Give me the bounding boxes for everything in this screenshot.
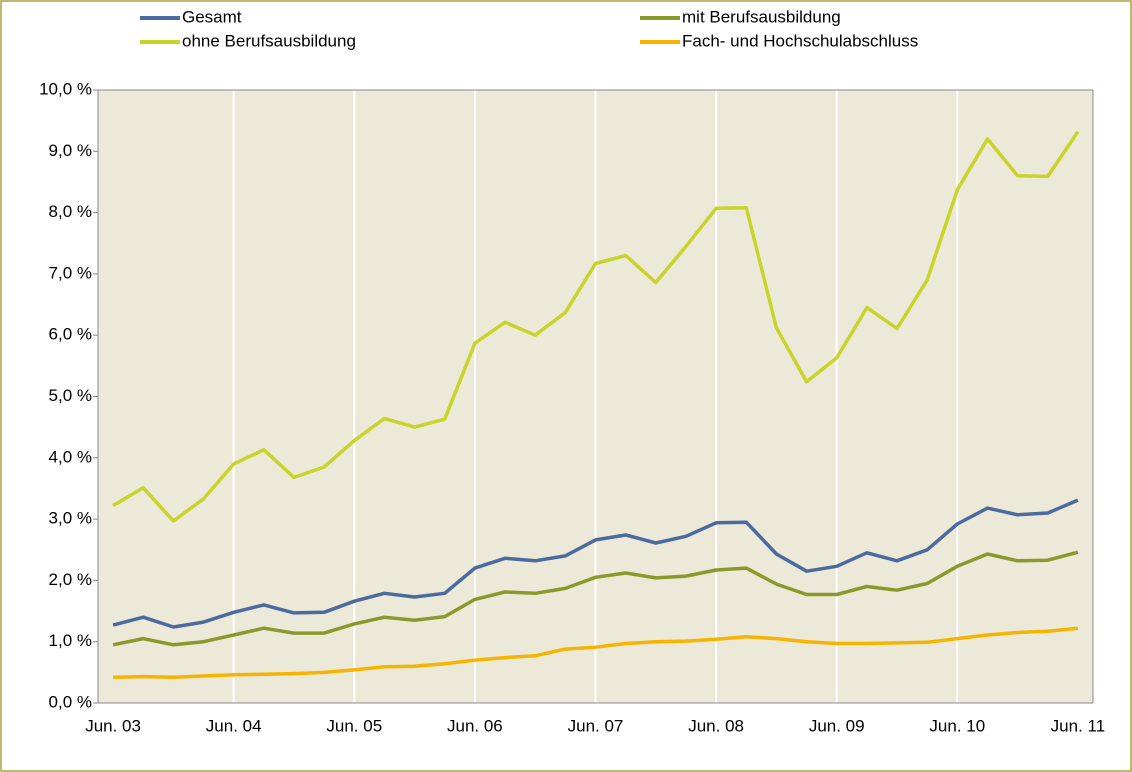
x-tick-label: Jun. 07	[568, 716, 624, 735]
x-tick-label: Jun. 03	[85, 716, 141, 735]
y-tick-label: 1,0 %	[49, 631, 92, 650]
series-line	[112, 550, 1079, 647]
y-tick-label: 2,0 %	[49, 570, 92, 589]
y-tick-label: 8,0 %	[49, 202, 92, 221]
y-tick-label: 7,0 %	[49, 263, 92, 282]
y-tick-label: 0,0 %	[49, 692, 92, 711]
legend-label: Fach- und Hochschulabschluss	[682, 31, 918, 50]
series-line	[113, 626, 1079, 680]
legend-label: ohne Berufsausbildung	[182, 31, 356, 50]
y-tick-label: 4,0 %	[49, 447, 92, 466]
y-tick-label: 5,0 %	[49, 386, 92, 405]
series-line	[112, 498, 1079, 629]
x-tick-label: Jun. 09	[809, 716, 865, 735]
x-tick-label: Jun. 05	[326, 716, 382, 735]
y-tick-label: 6,0 %	[49, 325, 92, 344]
x-tick-label: Jun. 04	[206, 716, 262, 735]
y-tick-label: 3,0 %	[49, 509, 92, 528]
series-line	[112, 130, 1080, 523]
legend-label: mit Berufsausbildung	[682, 7, 841, 26]
x-tick-label: Jun. 06	[447, 716, 503, 735]
y-tick-label: 9,0 %	[49, 141, 92, 160]
y-tick-label: 10,0 %	[39, 79, 92, 98]
x-tick-label: Jun. 10	[929, 716, 985, 735]
x-tick-label: Jun. 08	[688, 716, 744, 735]
lines	[112, 130, 1080, 680]
x-tick-label: Jun. 11	[1051, 716, 1106, 735]
legend-label: Gesamt	[182, 7, 242, 26]
